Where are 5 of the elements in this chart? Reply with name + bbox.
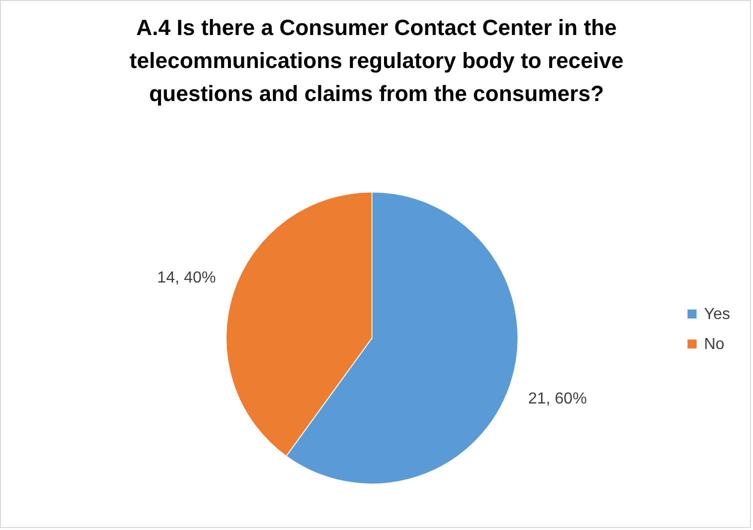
chart-title: A.4 Is there a Consumer Contact Center in the telecommunications regulatory body to receive questions and claims from the consumers?	[130, 15, 624, 106]
data-label: 14, 40%	[157, 270, 216, 287]
legend-label: Yes	[704, 306, 730, 323]
data-label: 21, 60%	[528, 390, 587, 408]
legend-label: No	[704, 336, 725, 353]
